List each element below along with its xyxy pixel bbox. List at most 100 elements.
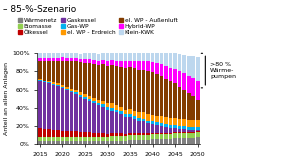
Bar [79,92,82,95]
Bar [101,53,105,60]
Bar [137,140,141,144]
Bar [119,111,123,114]
Bar [101,142,105,144]
Bar [151,122,154,124]
Bar [65,58,69,62]
Bar [101,107,105,133]
Bar [142,62,146,70]
Bar [169,134,172,139]
Bar [38,81,42,128]
Bar [160,139,164,144]
Bar [155,139,159,144]
Bar [173,118,177,125]
Bar [42,61,46,81]
Bar [88,132,91,137]
Bar [160,123,164,126]
Bar [124,117,127,134]
Bar [56,142,60,144]
Bar [187,127,191,130]
Bar [124,68,127,110]
Bar [178,71,181,87]
Bar [137,70,141,112]
Bar [196,57,199,81]
Bar [196,100,199,120]
Text: >80 %
Wärme-
pumpen: >80 % Wärme- pumpen [210,62,236,79]
Bar [110,111,114,133]
Bar [97,54,100,61]
Bar [110,65,114,103]
Bar [52,137,55,142]
Bar [38,142,42,144]
Bar [70,142,73,144]
Bar [74,62,78,90]
Bar [119,67,123,107]
Bar [183,133,186,138]
Bar [191,78,195,96]
Bar [52,130,55,137]
Bar [92,137,96,142]
Bar [70,58,73,62]
Bar [79,62,82,92]
Bar [160,126,164,133]
Bar [128,109,132,114]
Bar [169,133,172,134]
Bar [155,53,159,63]
Bar [52,58,55,61]
Bar [52,61,55,82]
Bar [38,58,42,61]
Bar [106,110,109,134]
Bar [142,133,146,135]
Bar [173,138,177,144]
Bar [83,137,87,142]
Bar [65,89,69,90]
Bar [128,140,132,144]
Bar [119,61,123,67]
Bar [83,97,87,99]
Bar [151,134,154,139]
Bar [128,114,132,117]
Bar [106,137,109,142]
Bar [47,129,51,137]
Bar [97,133,100,137]
Bar [70,92,73,132]
Bar [128,67,132,109]
Bar [79,59,82,62]
Bar [83,142,87,144]
Bar [128,53,132,61]
Bar [52,84,55,85]
Bar [74,142,78,144]
Bar [133,111,136,116]
Bar [178,54,181,71]
Bar [124,136,127,141]
Bar [110,60,114,65]
Bar [115,110,118,112]
Bar [191,56,195,78]
Bar [137,112,141,118]
Bar [155,134,159,139]
Bar [119,114,123,133]
Bar [74,137,78,142]
Bar [115,66,118,105]
Bar [56,130,60,137]
Bar [178,133,181,138]
Bar [160,76,164,116]
Bar [42,129,46,137]
Bar [106,107,109,110]
Bar [146,123,150,133]
Bar [160,53,164,64]
Bar [164,134,168,139]
Bar [183,119,186,126]
Bar [88,53,91,59]
Bar [92,133,96,137]
Bar [146,133,150,135]
Bar [169,53,172,68]
Bar [47,142,51,144]
Bar [101,60,105,64]
Bar [97,103,100,105]
Bar [38,137,42,142]
Bar [83,132,87,137]
Bar [173,83,177,118]
Bar [191,132,195,133]
Bar [183,138,186,144]
Bar [173,128,177,132]
